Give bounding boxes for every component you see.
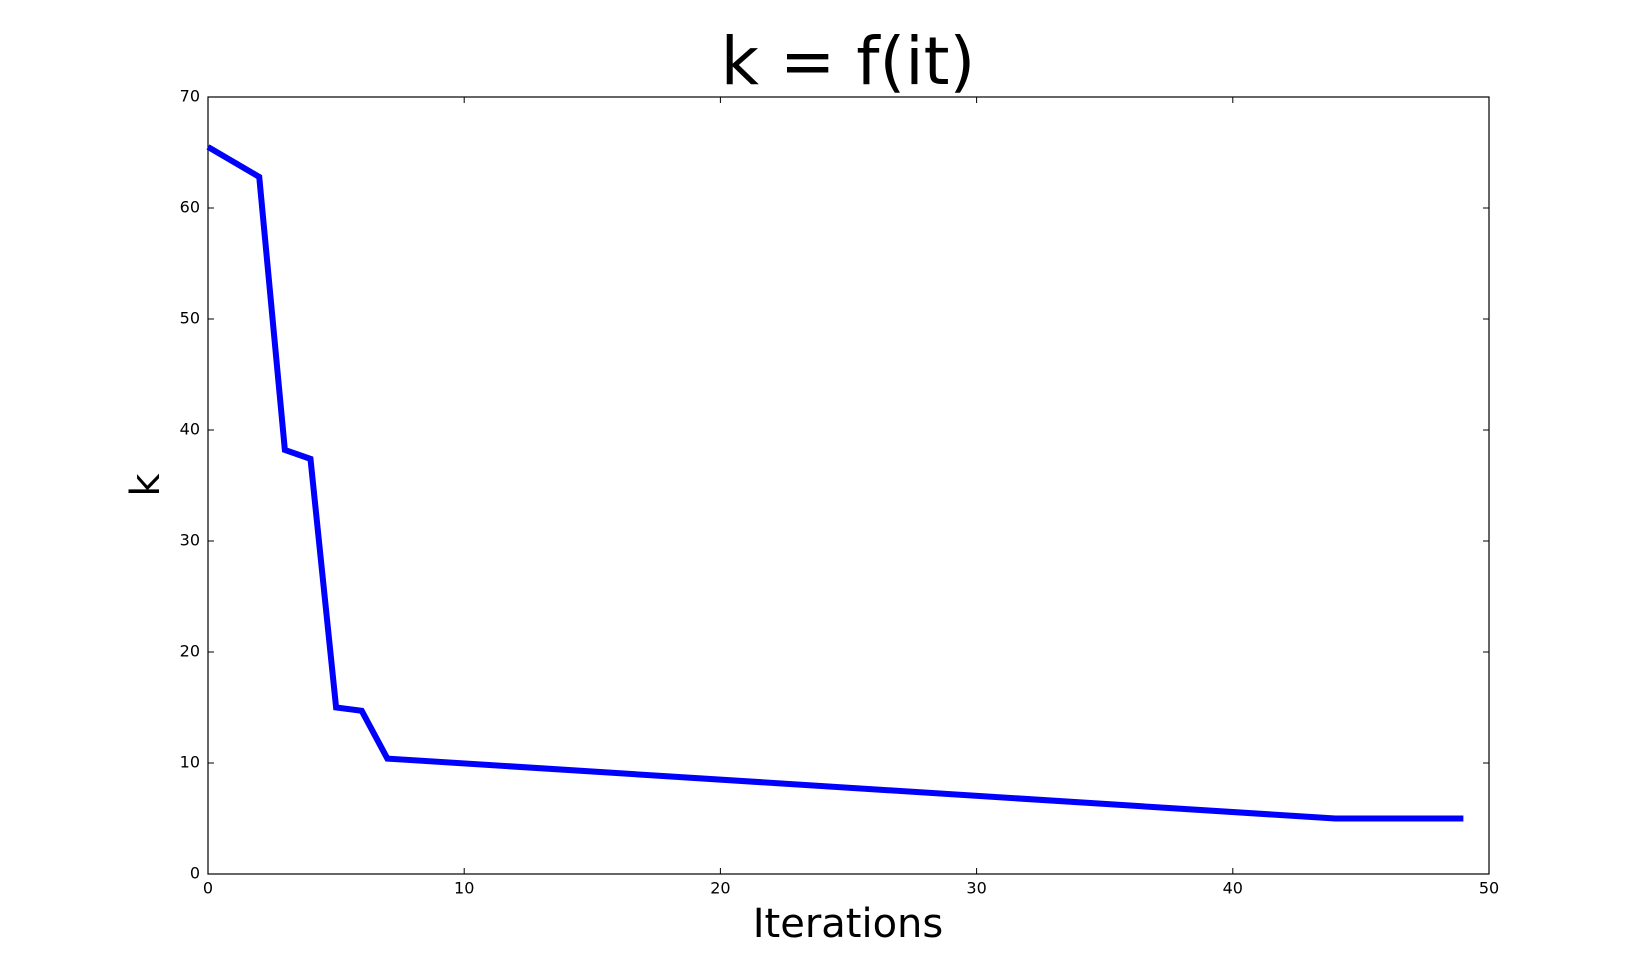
chart-title: k = f(it) xyxy=(721,23,975,100)
plot-frame xyxy=(207,96,1490,875)
x-tick-label: 30 xyxy=(966,879,986,898)
y-tick-label: 10 xyxy=(180,753,200,772)
x-tick-label: 0 xyxy=(203,879,213,898)
x-axis-label: Iterations xyxy=(753,901,944,947)
y-axis-label: k xyxy=(123,473,169,497)
x-tick-label: 50 xyxy=(1479,879,1499,898)
data-line xyxy=(206,144,1464,822)
y-tick-label: 70 xyxy=(180,87,200,106)
y-tick-label: 0 xyxy=(190,864,200,883)
x-tick-label: 40 xyxy=(1223,879,1243,898)
y-tick-label: 60 xyxy=(180,198,200,217)
x-tick-label: 20 xyxy=(710,879,730,898)
y-tick-label: 30 xyxy=(180,531,200,550)
y-tick-label: 50 xyxy=(180,309,200,328)
y-tick-label: 40 xyxy=(180,420,200,439)
x-tick-label: 10 xyxy=(454,879,474,898)
y-tick-label: 20 xyxy=(180,642,200,661)
